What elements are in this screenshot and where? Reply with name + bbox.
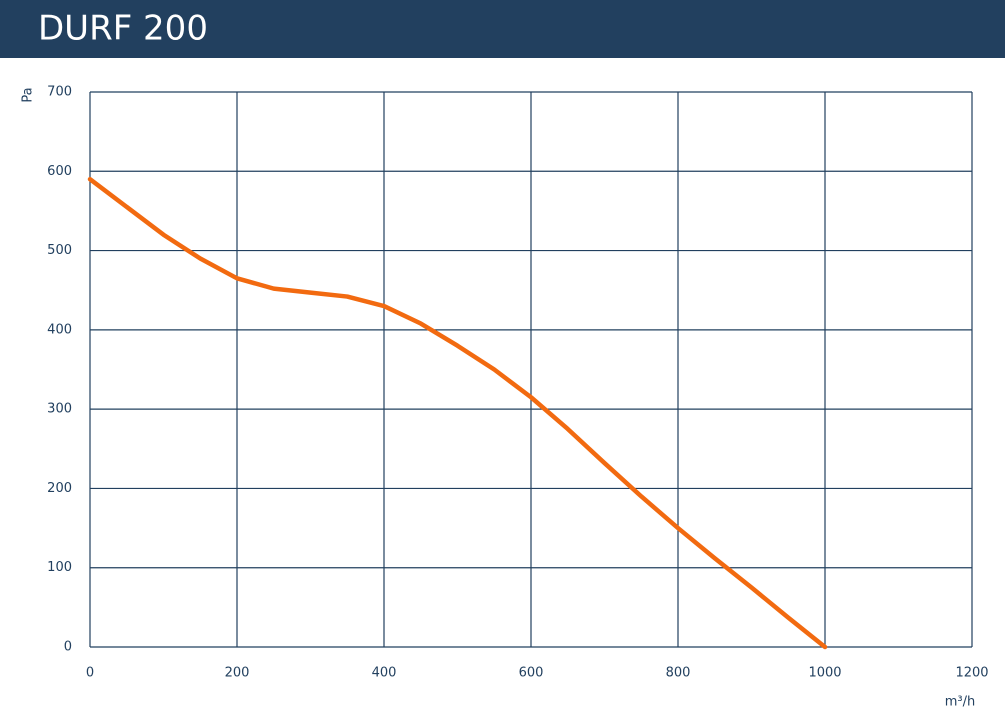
x-axis-label: m³/h <box>945 695 976 710</box>
y-tick-label: 600 <box>47 164 72 179</box>
y-tick-label: 500 <box>47 243 72 258</box>
y-axis-label: Pa <box>21 87 36 102</box>
y-tick-label: 0 <box>64 640 72 655</box>
x-tick-label: 400 <box>372 666 397 681</box>
x-tick-label: 1200 <box>955 666 988 681</box>
y-tick-label: 200 <box>47 481 72 496</box>
x-tick-label: 200 <box>225 666 250 681</box>
chart-title: DURF 200 <box>38 9 208 49</box>
x-tick-label: 1000 <box>808 666 841 681</box>
data-line <box>87 176 828 650</box>
y-tick-label: 400 <box>47 322 72 337</box>
header-bar <box>0 0 1005 58</box>
x-tick-label: 0 <box>86 666 94 681</box>
y-tick-label: 300 <box>47 402 72 417</box>
x-tick-label: 600 <box>519 666 544 681</box>
y-tick-label: 100 <box>47 560 72 575</box>
x-tick-label: 800 <box>666 666 691 681</box>
y-tick-label: 700 <box>47 85 72 100</box>
